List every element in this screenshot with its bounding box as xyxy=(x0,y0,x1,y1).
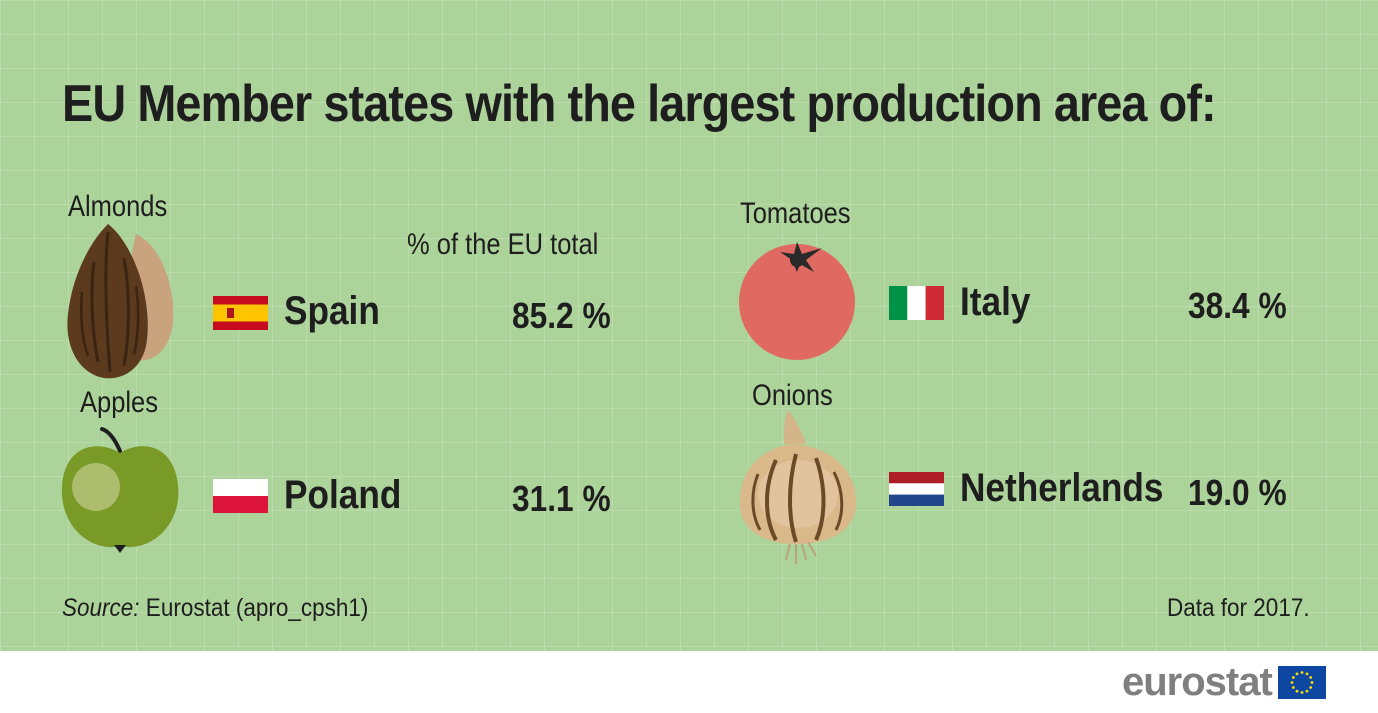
source-label: Source: xyxy=(62,594,140,622)
logo-text: eurostat xyxy=(1122,660,1273,704)
crop-label-almonds: Almonds xyxy=(68,190,168,223)
onion-icon xyxy=(736,410,861,565)
eu-flag-icon xyxy=(1277,665,1326,699)
eu-star xyxy=(1291,685,1295,689)
eu-star xyxy=(1290,680,1294,684)
eu-star xyxy=(1305,671,1309,675)
value-poland: 31.1 % xyxy=(512,478,611,519)
eu-star xyxy=(1300,670,1304,674)
eu-star xyxy=(1300,690,1304,694)
eu-star xyxy=(1309,675,1312,679)
value-italy: 38.4 % xyxy=(1188,285,1287,326)
eu-star xyxy=(1309,685,1312,689)
infographic-panel xyxy=(0,0,1378,651)
country-italy: Italy xyxy=(960,280,1031,324)
crop-label-onions: Onions xyxy=(752,379,833,412)
eu-star xyxy=(1291,675,1295,679)
country-spain: Spain xyxy=(284,289,380,333)
almond-icon xyxy=(64,222,179,382)
data-year-note: Data for 2017. xyxy=(1167,594,1310,622)
netherlands-flag xyxy=(889,472,944,506)
poland-flag xyxy=(213,479,268,513)
value-netherlands: 19.0 % xyxy=(1188,472,1287,513)
eu-star xyxy=(1305,689,1309,693)
tomato-icon xyxy=(736,238,858,362)
country-netherlands: Netherlands xyxy=(960,466,1164,510)
column-header: % of the EU total xyxy=(407,228,599,261)
crop-label-apples: Apples xyxy=(80,386,158,419)
spain-flag xyxy=(213,296,268,330)
source-text: Eurostat (apro_cpsh1) xyxy=(139,594,369,622)
value-spain: 85.2 % xyxy=(512,295,611,336)
eurostat-logo: eurostat xyxy=(1122,660,1326,704)
country-poland: Poland xyxy=(284,473,402,517)
crop-label-tomatoes: Tomatoes xyxy=(740,197,851,230)
eu-star xyxy=(1310,680,1314,684)
footer-bar xyxy=(0,651,1378,713)
eu-star xyxy=(1295,671,1299,675)
apple-icon xyxy=(58,425,183,553)
italy-flag xyxy=(889,286,944,320)
eu-star xyxy=(1295,689,1299,693)
page-title: EU Member states with the largest produc… xyxy=(62,75,1217,133)
source-note: Source: Eurostat (apro_cpsh1) xyxy=(62,594,368,623)
